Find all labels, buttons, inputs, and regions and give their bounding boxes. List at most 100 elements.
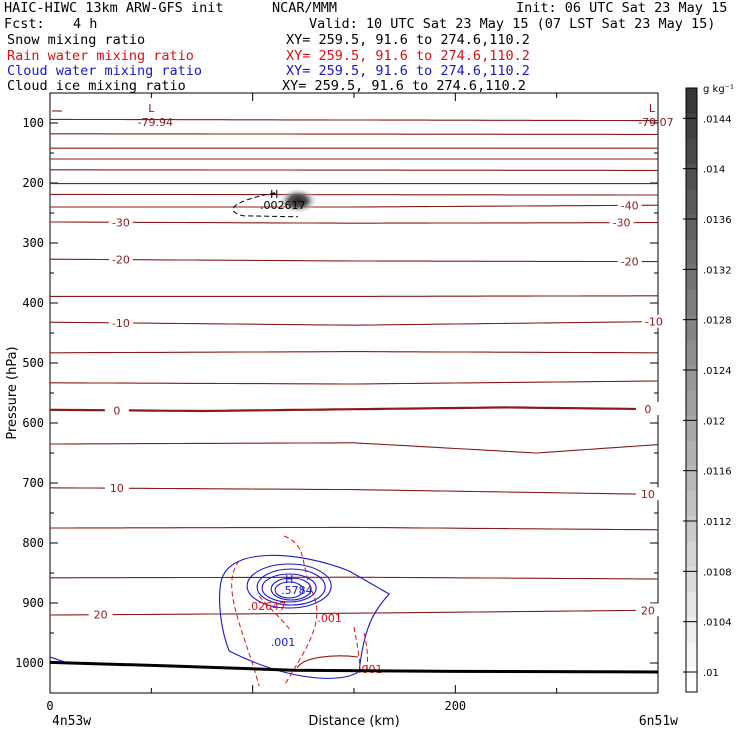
contour-label-bg xyxy=(104,481,129,495)
y-tick-label: 800 xyxy=(22,536,44,550)
colorbar-tick-label: .0136 xyxy=(703,215,732,226)
rain-water-contour xyxy=(258,595,292,632)
contour-label-bg xyxy=(609,215,634,229)
temperature-contour xyxy=(50,133,658,135)
contour-label-bg xyxy=(108,315,133,329)
field-snow-xy: XY= 259.5, 91.6 to 274.6,110.2 xyxy=(286,32,530,48)
colorbar-segment xyxy=(686,490,697,517)
cloud-water-contour xyxy=(274,581,304,599)
colorbar-unit: g kg⁻¹ xyxy=(703,84,734,95)
temperature-contour-label: -20 xyxy=(621,256,639,269)
colorbar-tick-label: .0116 xyxy=(703,467,732,478)
field-rain-name: Rain water mixing ratio xyxy=(7,48,194,64)
y-tick-label: 300 xyxy=(22,236,44,250)
temperature-contour-label: 20 xyxy=(641,604,655,617)
temperature-contour xyxy=(50,169,658,171)
cloud-ice-shading xyxy=(278,187,319,214)
contour-label-bg xyxy=(635,603,660,617)
colorbar-segment xyxy=(686,591,697,617)
colorbar-segment xyxy=(686,113,697,139)
cloud-water-max-marker: H xyxy=(285,573,293,586)
forecast-value: 4 h xyxy=(73,16,98,32)
field-cloud-ice-xy: XY= 259.5, 91.6 to 274.6,110.2 xyxy=(282,78,526,94)
colorbar-segment xyxy=(686,264,697,290)
colorbar-tick-label: .0128 xyxy=(703,316,732,327)
y-axis-label: Pressure (hPa) xyxy=(5,346,20,439)
colorbar-segment xyxy=(686,138,697,164)
temperature-contour-label: 0 xyxy=(644,403,651,416)
colorbar-tick-label: .01 xyxy=(703,668,719,679)
contour-label-bg xyxy=(635,487,660,501)
y-tick-label: 400 xyxy=(22,296,44,310)
cloud-ice-max-value: .002617 xyxy=(260,199,306,212)
temperature-contour-label: -40 xyxy=(621,199,639,212)
temperature-contour xyxy=(49,487,659,495)
contour-label-bg xyxy=(108,252,133,266)
rain-water-contour-label: .001 xyxy=(317,612,342,625)
low-value-label: -79.94 xyxy=(138,116,173,129)
temperature-contour xyxy=(50,295,658,297)
end-point-label: 6n51w xyxy=(639,714,678,729)
colorbar-segment xyxy=(686,541,697,567)
colorbar-segment xyxy=(686,289,697,315)
colorbar-segment xyxy=(686,641,697,668)
colorbar-tick-label: .0112 xyxy=(703,517,732,528)
y-tick-label: 100 xyxy=(22,116,44,130)
temperature-contour xyxy=(49,406,659,413)
x-tick-label: 0 xyxy=(46,699,53,713)
valid-time: Valid: 10 UTC Sat 23 May 15 (07 LST Sat … xyxy=(309,16,716,32)
colorbar-segment xyxy=(686,666,697,693)
colorbar-segment xyxy=(686,616,697,643)
temperature-contour-label: -10 xyxy=(112,317,130,330)
temperature-contour-label: -20 xyxy=(112,254,130,267)
colorbar-segment xyxy=(686,314,697,341)
low-marker: L xyxy=(649,102,656,115)
field-cloud-water-name: Cloud water mixing ratio xyxy=(7,63,203,79)
temperature-contour-fragment xyxy=(296,655,359,669)
colorbar-segment xyxy=(686,339,697,366)
temperature-contour-label: -30 xyxy=(613,217,631,230)
contour-label-bg xyxy=(641,314,666,328)
x-axis-label: Distance (km) xyxy=(308,714,399,729)
cloud-water-outer-contour xyxy=(219,554,391,679)
colorbar-frame xyxy=(685,87,698,693)
colorbar-tick-label: .0144 xyxy=(703,114,732,125)
colorbar-segment xyxy=(686,390,697,416)
colorbar-tick-label: .0132 xyxy=(703,265,732,276)
chart-title: HAIC-HIWC 13km ARW-GFS init xyxy=(4,0,224,16)
field-snow-name: Snow mixing ratio xyxy=(7,32,146,48)
colorbar-segment xyxy=(686,88,697,114)
forecast-label: Fcst: xyxy=(4,16,45,32)
colorbar-segment xyxy=(686,163,697,190)
terrain-line xyxy=(49,660,659,674)
contour-label-bg xyxy=(617,198,642,212)
temperature-contour-label: -30 xyxy=(112,216,130,229)
plot-frame xyxy=(49,92,659,694)
y-tick-label: 600 xyxy=(22,416,44,430)
colorbar-tick-label: .0108 xyxy=(703,567,732,578)
temperature-contour xyxy=(50,221,658,224)
colorbar-segment xyxy=(686,213,697,240)
center-label: NCAR/MMM xyxy=(272,0,338,16)
init-time: Init: 06 UTC Sat 23 May 15 xyxy=(516,0,728,16)
temperature-contour-label: 20 xyxy=(94,609,108,622)
field-cloud-water-xy: XY= 259.5, 91.6 to 274.6,110.2 xyxy=(286,63,530,79)
temperature-contour xyxy=(50,204,659,208)
temperature-contour-label: 10 xyxy=(110,482,124,495)
contour-label-bg xyxy=(104,403,129,417)
start-point-label: 4n53w xyxy=(52,714,91,729)
colorbar-segment xyxy=(686,364,697,391)
field-rain-xy: XY= 259.5, 91.6 to 274.6,110.2 xyxy=(286,48,530,64)
x-tick-label: 200 xyxy=(444,699,466,713)
cloud-water-contour xyxy=(246,563,332,609)
temperature-contour xyxy=(50,442,659,454)
rain-water-contour xyxy=(283,535,318,687)
temperature-contour xyxy=(50,380,659,385)
contour-label-bg xyxy=(617,254,642,268)
colorbar-segment xyxy=(686,440,697,466)
colorbar-segment xyxy=(686,415,697,441)
temperature-contour-label: 0 xyxy=(113,404,120,417)
temperature-contour xyxy=(50,526,659,531)
contour-label-bg xyxy=(635,402,660,416)
